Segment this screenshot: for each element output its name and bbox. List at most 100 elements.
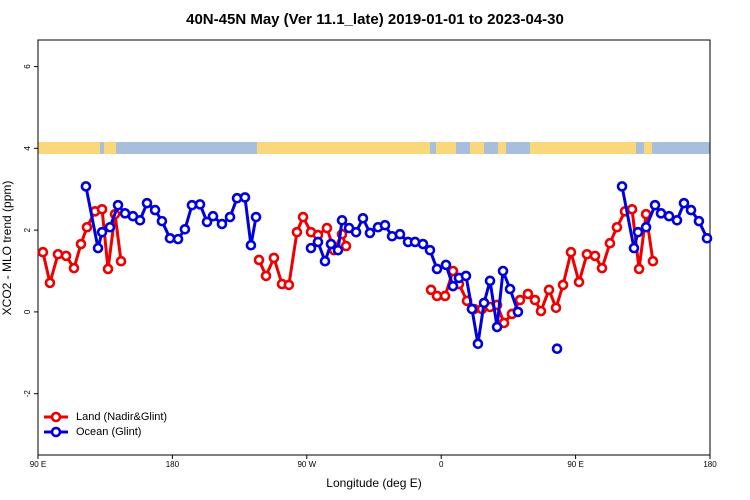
data-point [44, 277, 56, 289]
data-point [632, 226, 644, 238]
data-point [81, 221, 93, 233]
band-land [530, 142, 636, 154]
x-tick-label: 0 [439, 460, 444, 469]
data-point [424, 244, 436, 256]
data-point [425, 284, 437, 296]
land-ocean-band [38, 142, 710, 154]
data-point [250, 211, 262, 223]
data-point [565, 246, 577, 258]
data-point [364, 227, 376, 239]
data-point [156, 215, 168, 227]
data-point [141, 197, 153, 209]
data-point [68, 262, 80, 274]
data-point [447, 280, 459, 292]
plot-frame [37, 39, 711, 456]
data-point [134, 215, 146, 226]
data-point [321, 222, 333, 234]
data-point [283, 279, 295, 291]
data-point [439, 290, 451, 302]
data-point [115, 255, 127, 267]
data-point [543, 284, 555, 296]
data-point [497, 265, 509, 277]
data-point [604, 237, 616, 249]
data-point [245, 239, 257, 251]
legend-label: Ocean (Glint) [76, 426, 141, 438]
data-point [75, 238, 87, 250]
data-point [514, 294, 526, 306]
data-point [149, 204, 161, 216]
data-point [663, 210, 675, 222]
data-point [647, 255, 659, 267]
chart-title: 40N-45N May (Ver 11.1_late) 2019-01-01 t… [186, 11, 564, 28]
data-point [626, 203, 638, 215]
data-point [394, 228, 406, 240]
data-point [417, 238, 429, 250]
data-point [52, 248, 64, 260]
data-point [112, 199, 124, 211]
band-land [257, 142, 430, 154]
band-land [498, 142, 506, 154]
data-point [611, 221, 623, 233]
data-point [522, 288, 534, 300]
data-point [291, 226, 303, 238]
data-point [504, 283, 516, 295]
data-point [478, 297, 490, 309]
data-point [529, 294, 541, 306]
data-point [350, 226, 362, 238]
data-point [484, 275, 496, 287]
data-point [297, 211, 309, 223]
data-point [693, 215, 705, 227]
data-point [336, 215, 348, 226]
series [80, 181, 713, 354]
y-tick-label: 0 [23, 309, 32, 314]
band-land [104, 142, 116, 154]
band-land [436, 142, 456, 154]
data-point [671, 215, 683, 226]
x-axis-label: Longitude (deg E) [326, 476, 421, 490]
x-tick-label: 180 [703, 460, 717, 469]
data-point [628, 242, 640, 254]
data-point [557, 279, 569, 291]
data-point [379, 219, 391, 231]
data-point [179, 224, 191, 235]
data-point [92, 242, 104, 254]
data-point [431, 263, 443, 275]
data-point [253, 254, 265, 266]
data-point [678, 197, 690, 209]
data-point [491, 321, 503, 333]
x-tick-label: 90 E [30, 460, 46, 469]
data-point [96, 203, 108, 215]
x-tick-label: 90 E [567, 460, 583, 469]
data-point [201, 216, 213, 228]
data-point [633, 263, 645, 275]
band-land [470, 142, 484, 154]
y-tick-label: 6 [23, 64, 32, 69]
data-point [37, 246, 49, 258]
data-point [550, 302, 562, 314]
data-point [104, 221, 116, 233]
data-point [80, 181, 92, 192]
data-point [685, 204, 697, 216]
data-point [172, 233, 184, 245]
data-point [186, 199, 198, 211]
data-point [573, 276, 585, 288]
data-point [616, 181, 628, 192]
y-axis-label: XCO2 - MLO trend (ppm) [0, 181, 14, 316]
data-point [207, 210, 219, 222]
legend-label: Land (Nadir&Glint) [76, 411, 167, 423]
data-point [260, 270, 272, 282]
data-point [589, 250, 601, 262]
data-point [224, 211, 236, 223]
data-point [596, 262, 608, 274]
data-point [102, 263, 114, 275]
x-tick-label: 90 W [297, 460, 316, 469]
data-point [96, 226, 108, 238]
data-point [357, 212, 369, 224]
x-tick-label: 180 [166, 460, 180, 469]
data-point [239, 192, 251, 203]
data-point [472, 338, 484, 350]
data-point [640, 221, 652, 233]
y-tick-label: -2 [23, 390, 32, 398]
